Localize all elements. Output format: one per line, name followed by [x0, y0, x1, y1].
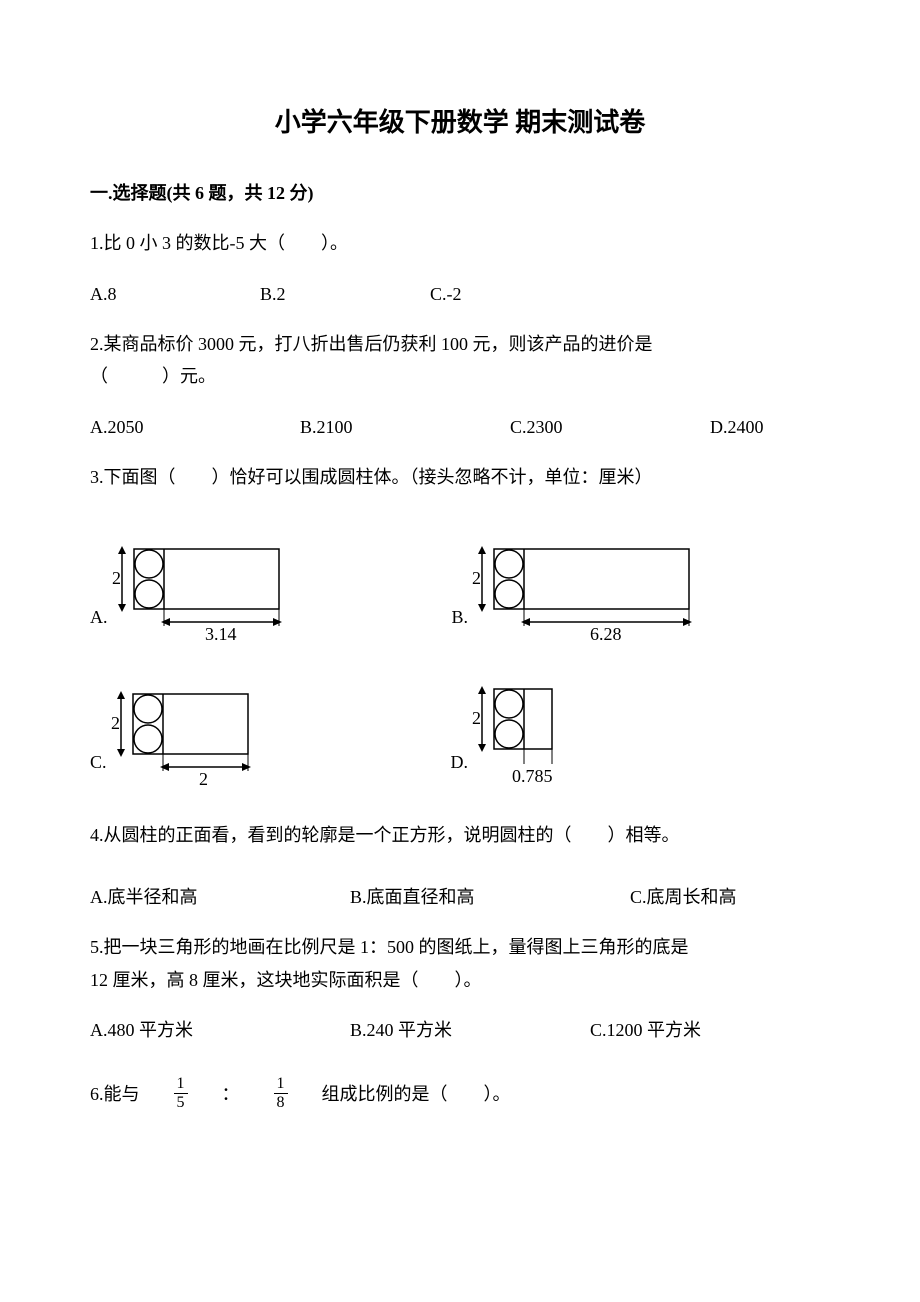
q4-opt-a: A.底半径和高 [90, 881, 340, 913]
q6-text: 6.能与 1 5 ： 1 8 组成比例的是（ ）。 [90, 1076, 830, 1111]
q1-opt-c: C.-2 [430, 278, 462, 310]
q2-opt-d: D.2400 [710, 411, 764, 443]
q4-text: 4.从圆柱的正面看，看到的轮廓是一个正方形，说明圆柱的（ ）相等。 [90, 819, 830, 851]
q6-frac2-den: 8 [274, 1094, 288, 1111]
q6-frac1-num: 1 [174, 1076, 188, 1094]
cylinder-diagram-a: 2 3.14 [112, 534, 292, 644]
q2-options: A.2050 B.2100 C.2300 D.2400 [90, 411, 830, 443]
q6-colon: ： [222, 1078, 240, 1110]
q3-opt-d: D. 2 0.785 [451, 674, 588, 789]
question-1: 1.比 0 小 3 的数比-5 大（ ）。 A.8 B.2 C.-2 [90, 227, 830, 310]
q3-d-width: 0.785 [512, 766, 553, 786]
q6-pre: 6.能与 [90, 1078, 140, 1110]
q3-label-d: D. [451, 746, 469, 778]
question-2: 2.某商品标价 3000 元，打八折出售后仍获利 100 元，则该产品的进价是 … [90, 328, 830, 443]
q1-opt-b: B.2 [260, 278, 420, 310]
q3-a-width: 3.14 [205, 624, 237, 644]
q3-row-2: C. 2 2 D. [90, 674, 830, 789]
q6-frac-1: 1 5 [174, 1076, 188, 1111]
q5-opt-c: C.1200 平方米 [590, 1014, 701, 1046]
q3-d-height: 2 [472, 708, 481, 728]
q3-opt-c: C. 2 2 [90, 674, 266, 789]
q5-line2: 12 厘米，高 8 厘米，这块地实际面积是（ ）。 [90, 964, 830, 996]
question-5: 5.把一块三角形的地画在比例尺是 1：500 的图纸上，量得图上三角形的底是 1… [90, 931, 830, 1046]
q5-line1: 5.把一块三角形的地画在比例尺是 1：500 的图纸上，量得图上三角形的底是 [90, 931, 830, 963]
question-6: 6.能与 1 5 ： 1 8 组成比例的是（ ）。 [90, 1076, 830, 1111]
q3-c-height: 2 [111, 713, 120, 733]
q6-frac1-den: 5 [174, 1094, 188, 1111]
section-1-header: 一.选择题(共 6 题，共 12 分) [90, 177, 830, 209]
q2-opt-b: B.2100 [300, 411, 500, 443]
q2-opt-c: C.2300 [510, 411, 700, 443]
q5-opt-a: A.480 平方米 [90, 1014, 340, 1046]
cylinder-diagram-b: 2 6.28 [472, 534, 702, 644]
q6-frac2-num: 1 [274, 1076, 288, 1094]
q3-label-a: A. [90, 601, 108, 633]
q3-opt-b: B. 2 6.28 [452, 534, 703, 644]
question-4: 4.从圆柱的正面看，看到的轮廓是一个正方形，说明圆柱的（ ）相等。 A.底半径和… [90, 819, 830, 914]
q3-opt-a: A. 2 3.14 [90, 534, 292, 644]
q3-a-height: 2 [112, 568, 121, 588]
q3-b-height: 2 [472, 568, 481, 588]
q3-row-1: A. 2 3.14 [90, 534, 830, 644]
q3-text: 3.下面图（ ）恰好可以围成圆柱体。（接头忽略不计，单位：厘米） [90, 461, 830, 493]
q4-options: A.底半径和高 B.底面直径和高 C.底周长和高 [90, 881, 830, 913]
question-3: 3.下面图（ ）恰好可以围成圆柱体。（接头忽略不计，单位：厘米） A. 2 [90, 461, 830, 788]
q3-label-c: C. [90, 746, 107, 778]
q3-c-width: 2 [199, 769, 208, 789]
q4-opt-c: C.底周长和高 [630, 881, 737, 913]
q1-text: 1.比 0 小 3 的数比-5 大（ ）。 [90, 227, 830, 259]
q1-opt-a: A.8 [90, 278, 250, 310]
page-title: 小学六年级下册数学 期末测试卷 [90, 100, 830, 147]
q2-line1: 2.某商品标价 3000 元，打八折出售后仍获利 100 元，则该产品的进价是 [90, 328, 830, 360]
q3-b-width: 6.28 [590, 624, 622, 644]
q4-opt-b: B.底面直径和高 [350, 881, 620, 913]
q5-opt-b: B.240 平方米 [350, 1014, 580, 1046]
q2-line2: （ ）元。 [90, 360, 830, 392]
cylinder-diagram-c: 2 2 [111, 679, 266, 789]
q2-opt-a: A.2050 [90, 411, 290, 443]
q5-options: A.480 平方米 B.240 平方米 C.1200 平方米 [90, 1014, 830, 1046]
q6-post: 组成比例的是（ ）。 [322, 1078, 511, 1110]
q3-label-b: B. [452, 601, 469, 633]
q6-frac-2: 1 8 [274, 1076, 288, 1111]
cylinder-diagram-d: 2 0.785 [472, 674, 587, 789]
q1-options: A.8 B.2 C.-2 [90, 278, 830, 310]
